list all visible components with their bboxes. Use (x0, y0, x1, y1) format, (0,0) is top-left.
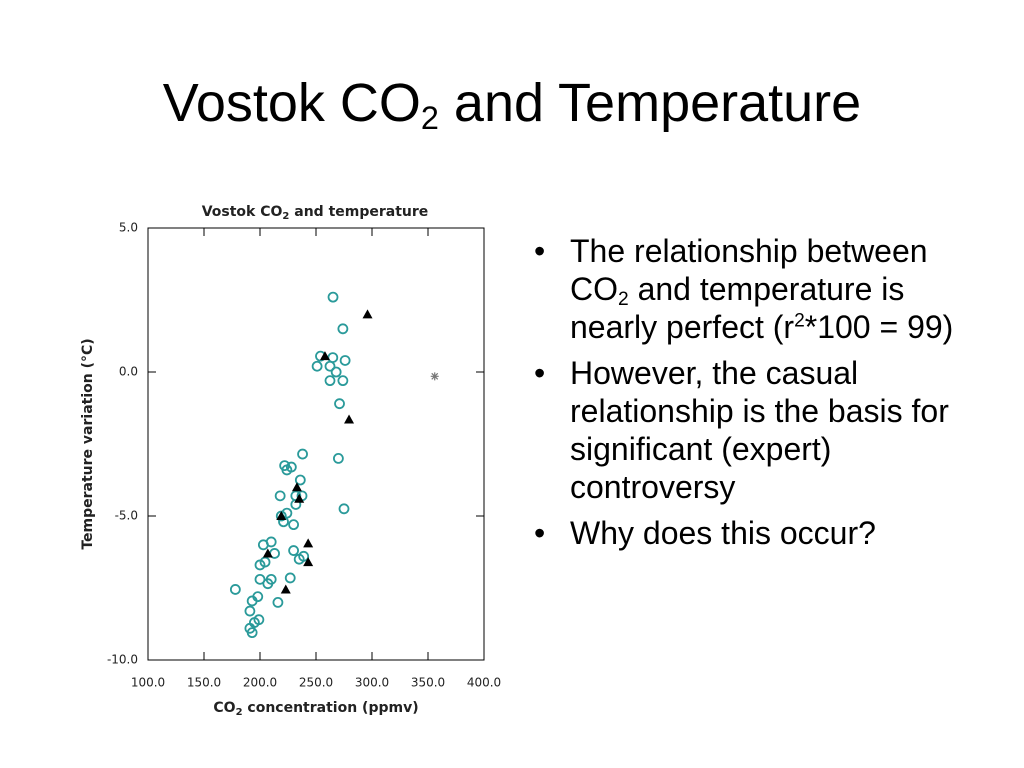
bullet-list: The relationship between CO2 and tempera… (530, 232, 960, 560)
y-axis-label: Temperature variation (°C) (80, 338, 96, 549)
data-point (327, 291, 339, 303)
bullet-text: The relationship between CO (570, 233, 928, 307)
x-tick-label: 350.0 (411, 676, 445, 690)
x-tick-label: 100.0 (131, 676, 165, 690)
data-point (334, 398, 345, 410)
data-point (291, 482, 302, 492)
data-point (294, 474, 306, 486)
y-tick-label: -5.0 (115, 509, 138, 523)
data-point (324, 360, 336, 372)
x-tick-label: 250.0 (299, 676, 333, 690)
chart-title: Vostok CO2 and temperature (202, 204, 429, 222)
title-text: and Temperature (438, 73, 862, 133)
superscript: 2 (794, 310, 805, 332)
data-point (257, 539, 269, 551)
data-point (262, 548, 273, 558)
data-point (311, 360, 323, 372)
data-point (319, 351, 330, 361)
data-point (297, 448, 308, 460)
bullet: Why does this occur? (530, 514, 960, 552)
x-tick-label: 150.0 (187, 676, 221, 690)
data-point (362, 309, 373, 319)
x-label-text: CO (213, 700, 235, 716)
data-point (272, 597, 284, 608)
data-point (229, 584, 241, 595)
data-point (246, 627, 258, 639)
data-point (246, 595, 258, 607)
data-point (330, 366, 342, 378)
data-point (324, 375, 336, 387)
y-tick-label: 0.0 (119, 365, 138, 379)
data-point (338, 503, 350, 515)
data-point (298, 550, 310, 562)
data-point (280, 584, 291, 594)
data-point (294, 493, 305, 503)
bullet: However, the casual relationship is the … (530, 354, 960, 506)
bullet-text: However, the casual relationship is the … (570, 355, 949, 505)
chart-title-text: Vostok CO (202, 204, 283, 220)
data-point (281, 464, 293, 476)
data-point (337, 375, 349, 387)
bullet-text: Why does this occur? (570, 515, 876, 551)
data-point (303, 557, 314, 567)
slide-title: Vostok CO2 and Temperature (0, 72, 1024, 134)
data-point (254, 573, 266, 585)
title-subscript: 2 (420, 100, 439, 137)
bullet: The relationship between CO2 and tempera… (530, 232, 960, 346)
data-point (339, 355, 351, 366)
data-point (274, 490, 286, 502)
title-text: Vostok CO (162, 73, 421, 133)
data-point (284, 572, 296, 584)
x-label-text: concentration (ppmv) (243, 700, 419, 716)
data-point (430, 372, 439, 381)
data-point (327, 352, 339, 364)
bullet-text: *100 = 99) (804, 309, 954, 345)
data-point (303, 538, 314, 548)
x-tick-label: 400.0 (467, 676, 501, 690)
data-point (344, 414, 355, 424)
bullet-text: and temperature is nearly perfect (r (570, 271, 905, 345)
plot-frame (147, 227, 485, 661)
y-tick-label: -10.0 (107, 653, 138, 667)
x-label-subscript: 2 (236, 707, 243, 718)
chart-title-text: and temperature (289, 204, 428, 220)
x-tick-label: 300.0 (355, 676, 389, 690)
data-point (259, 556, 271, 568)
x-tick-label: 200.0 (243, 676, 277, 690)
x-axis-label: CO2 concentration (ppmv) (213, 700, 418, 718)
subscript: 2 (618, 288, 629, 310)
data-point (262, 578, 274, 590)
y-tick-label: 5.0 (119, 221, 138, 235)
chart-title-subscript: 2 (282, 211, 289, 222)
data-point (244, 605, 256, 617)
data-point (332, 452, 344, 464)
data-point (276, 511, 287, 520)
chart: Vostok CO2 and temperature CO2 concentra… (80, 204, 501, 718)
data-point (288, 519, 300, 531)
data-point (337, 323, 349, 335)
data-point (288, 545, 300, 556)
